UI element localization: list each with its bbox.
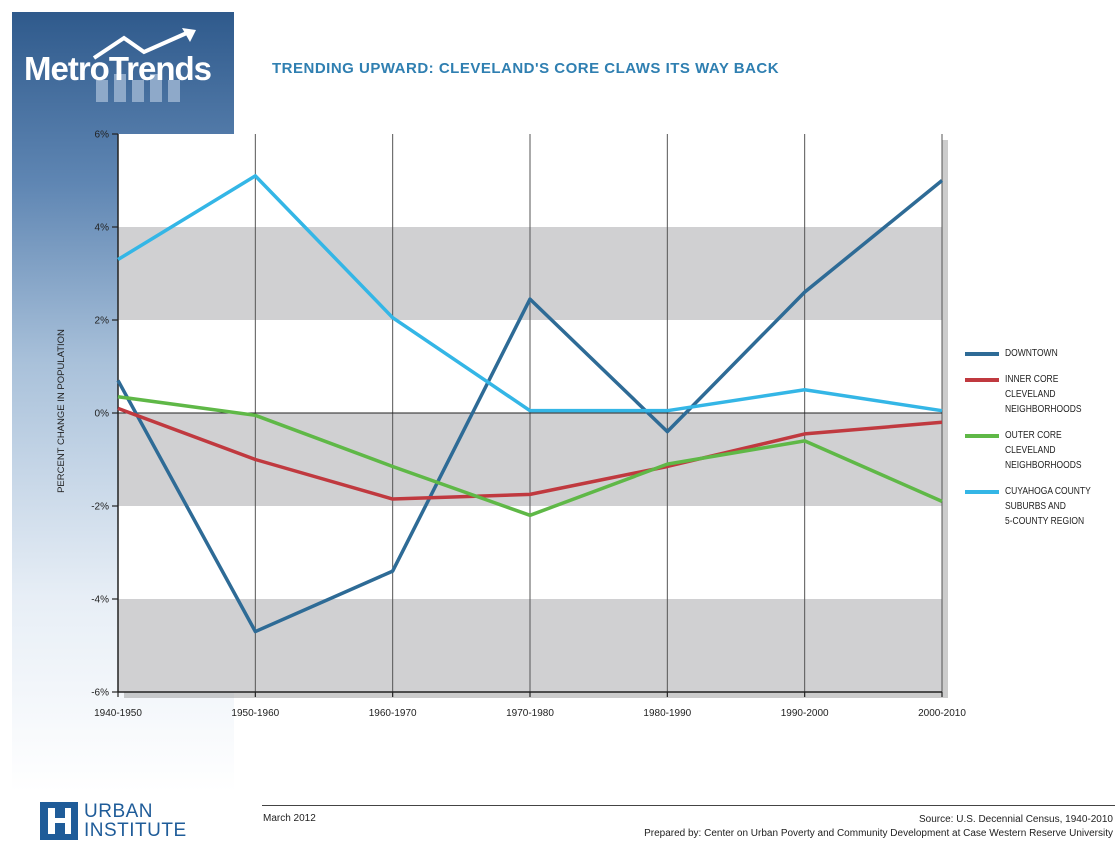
legend-item: INNER CORE CLEVELAND NEIGHBORHOODS	[965, 372, 1115, 417]
source-note: Source: U.S. Decennial Census, 1940-2010	[918, 814, 1113, 825]
urban-institute-logo: URBAN INSTITUTE	[40, 802, 187, 840]
y-tick-label: -4%	[91, 595, 109, 606]
x-tick-label: 1970-1980	[506, 708, 554, 719]
legend-swatch	[965, 434, 999, 438]
chart-title: TRENDING UPWARD: CLEVELAND'S CORE CLAWS …	[272, 60, 780, 77]
footer-divider	[262, 805, 1115, 806]
y-tick-label: 6%	[95, 130, 110, 141]
y-tick-label: 0%	[95, 409, 110, 420]
logo-text: MetroTrends	[24, 50, 212, 87]
x-tick-label: 1960-1970	[369, 708, 417, 719]
x-tick-label: 1980-1990	[643, 708, 691, 719]
legend-swatch	[965, 378, 999, 382]
legend: DOWNTOWN INNER CORE CLEVELAND NEIGHBORHOO…	[965, 346, 1115, 540]
footer-source: Source: U.S. Decennial Census, 1940-2010…	[644, 813, 1113, 841]
legend-swatch	[965, 490, 999, 494]
urban-institute-mark-icon	[40, 802, 78, 840]
legend-label: OUTER CORE CLEVELAND NEIGHBORHOODS	[1005, 430, 1082, 471]
legend-item: CUYAHOGA COUNTY SUBURBS AND 5-COUNTY REG…	[965, 484, 1115, 529]
legend-item: DOWNTOWN	[965, 346, 1115, 361]
x-tick-label: 1950-1960	[231, 708, 279, 719]
legend-item: OUTER CORE CLEVELAND NEIGHBORHOODS	[965, 428, 1115, 473]
x-tick-label: 2000-2010	[918, 708, 966, 719]
legend-label: INNER CORE CLEVELAND NEIGHBORHOODS	[1005, 374, 1082, 415]
org-name-line2: INSTITUTE	[84, 820, 187, 841]
y-tick-label: -2%	[91, 502, 109, 513]
x-tick-label: 1940-1950	[94, 708, 142, 719]
org-name-line1: URBAN	[84, 801, 154, 822]
y-tick-label: -6%	[91, 688, 109, 699]
y-axis-label: PERCENT CHANGE IN POPULATION	[56, 329, 67, 493]
footer-date: March 2012	[263, 813, 316, 824]
y-tick-label: 2%	[95, 316, 110, 327]
legend-swatch	[965, 352, 999, 356]
legend-label: DOWNTOWN	[1005, 348, 1058, 359]
x-tick-label: 1990-2000	[781, 708, 829, 719]
prepared-by-note: Prepared by: Center on Urban Poverty and…	[644, 828, 1113, 839]
trend-arrow-icon	[92, 28, 196, 102]
metrotrends-logo: MetroTrends	[24, 28, 234, 108]
y-tick-label: 4%	[95, 223, 110, 234]
legend-label: CUYAHOGA COUNTY SUBURBS AND 5-COUNTY REG…	[1005, 486, 1091, 527]
